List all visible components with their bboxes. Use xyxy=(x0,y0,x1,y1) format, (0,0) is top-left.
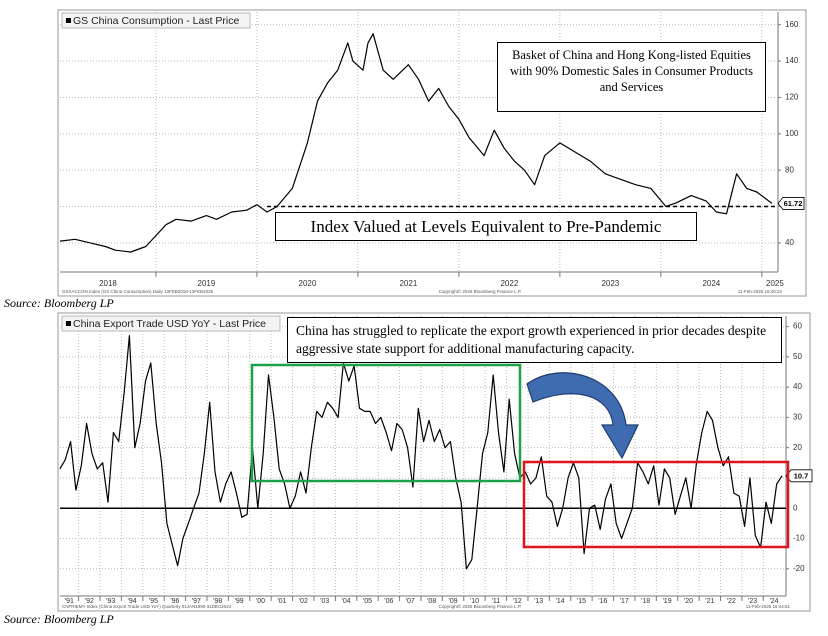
x-tick-label: 2024 xyxy=(702,279,720,288)
highlight-box xyxy=(522,460,790,549)
x-tick-label: 2020 xyxy=(299,279,317,288)
x-tick-label: '98 xyxy=(213,598,222,605)
legend-box xyxy=(61,12,251,29)
y-tick-label: 40 xyxy=(793,382,802,391)
y-tick-label: 0 xyxy=(793,503,798,512)
last-value-label: 10.7 xyxy=(794,471,809,480)
x-tick-label: '93 xyxy=(106,598,115,605)
x-tick-label: '04 xyxy=(342,598,351,605)
x-tick-label: '99 xyxy=(235,598,244,605)
legend-swatch xyxy=(66,321,71,326)
x-tick-label: '11 xyxy=(492,598,501,605)
y-tick-label: 20 xyxy=(793,443,802,452)
x-tick-label: '02 xyxy=(299,598,308,605)
x-tick-label: '97 xyxy=(192,598,201,605)
x-tick-label: '94 xyxy=(128,598,137,605)
y-tick-label: 30 xyxy=(793,413,802,422)
x-tick-label: '16 xyxy=(598,598,607,605)
x-tick-label: '00 xyxy=(256,598,265,605)
annotation: China has struggled to replicate the exp… xyxy=(287,317,782,363)
x-tick-label: '10 xyxy=(470,598,479,605)
x-tick-label: '06 xyxy=(384,598,393,605)
source: Source: Bloomberg LP xyxy=(4,612,114,626)
source: Source: Bloomberg LP xyxy=(4,296,114,310)
x-tick-label: 2023 xyxy=(601,279,619,288)
footer-text: GSXACCON Index (GS China Consumption) Da… xyxy=(62,289,214,294)
x-tick-label: '23 xyxy=(748,598,757,605)
footer-text: Copyright© 2025 Bloomberg Finance L.P. xyxy=(439,288,522,294)
y-tick-label: -20 xyxy=(793,564,805,573)
x-tick-label: '12 xyxy=(513,598,522,605)
y-tick-label: 80 xyxy=(785,165,794,174)
last-value-tag xyxy=(785,469,813,483)
series-line xyxy=(59,33,773,253)
x-tick-label: 2025 xyxy=(766,279,784,288)
x-tick-label: '09 xyxy=(449,598,458,605)
x-tick-label: 2021 xyxy=(399,279,417,288)
x-tick-label: '24 xyxy=(769,598,778,605)
annotation: Basket of China and Hong Kong-listed Equ… xyxy=(497,42,766,112)
last-value-tag xyxy=(777,197,805,210)
x-tick-label: '21 xyxy=(705,598,714,605)
x-tick-label: '20 xyxy=(684,598,693,605)
x-tick-label: '01 xyxy=(277,598,286,605)
arrow xyxy=(526,372,639,460)
footer-text: 11-Feb-2025 16:40:22 xyxy=(738,289,783,294)
x-tick-label: '07 xyxy=(406,598,415,605)
x-tick-label: '22 xyxy=(727,598,736,605)
y-tick-label: 60 xyxy=(793,322,802,331)
x-tick-label: '13 xyxy=(534,598,543,605)
series-line xyxy=(59,335,783,570)
x-tick-label: '96 xyxy=(170,598,179,605)
footer-text: CNFRIEMY Index (China Export Trade USD Y… xyxy=(62,604,232,609)
x-tick-label: '15 xyxy=(577,598,586,605)
legend-box xyxy=(61,315,281,332)
x-tick-label: '91 xyxy=(65,598,74,605)
legend-label: China Export Trade USD YoY - Last Price xyxy=(73,318,266,330)
footer-text: Copyright© 2025 Bloomberg Finance L.P. xyxy=(439,603,522,609)
y-tick-label: 120 xyxy=(785,93,799,102)
x-tick-label: '03 xyxy=(320,598,329,605)
x-tick-label: '14 xyxy=(555,598,564,605)
x-tick-label: '95 xyxy=(149,598,158,605)
overlay xyxy=(250,363,790,549)
x-tick-label: 2019 xyxy=(198,279,216,288)
y-tick-label: 100 xyxy=(785,129,799,138)
x-tick-label: '92 xyxy=(85,598,94,605)
x-tick-label: '18 xyxy=(641,598,650,605)
x-tick-label: '19 xyxy=(662,598,671,605)
annotation: Index Valued at Levels Equivalent to Pre… xyxy=(275,212,697,241)
y-tick-label: 140 xyxy=(785,56,799,65)
y-tick-label: 40 xyxy=(785,238,794,247)
x-tick-label: '08 xyxy=(427,598,436,605)
last-value-label: 61.72 xyxy=(784,199,803,208)
x-tick-label: 2018 xyxy=(99,279,117,288)
x-tick-label: '05 xyxy=(363,598,372,605)
y-tick-label: -10 xyxy=(793,534,805,543)
footer-text: 11-Feb-2025 16:44:51 xyxy=(746,604,791,609)
x-tick-label: 2022 xyxy=(500,279,518,288)
highlight-box xyxy=(250,363,522,483)
legend-swatch xyxy=(66,18,71,23)
y-tick-label: 160 xyxy=(785,20,799,29)
legend-label: GS China Consumption - Last Price xyxy=(73,15,239,27)
x-tick-label: '17 xyxy=(620,598,629,605)
y-tick-label: 50 xyxy=(793,352,802,361)
